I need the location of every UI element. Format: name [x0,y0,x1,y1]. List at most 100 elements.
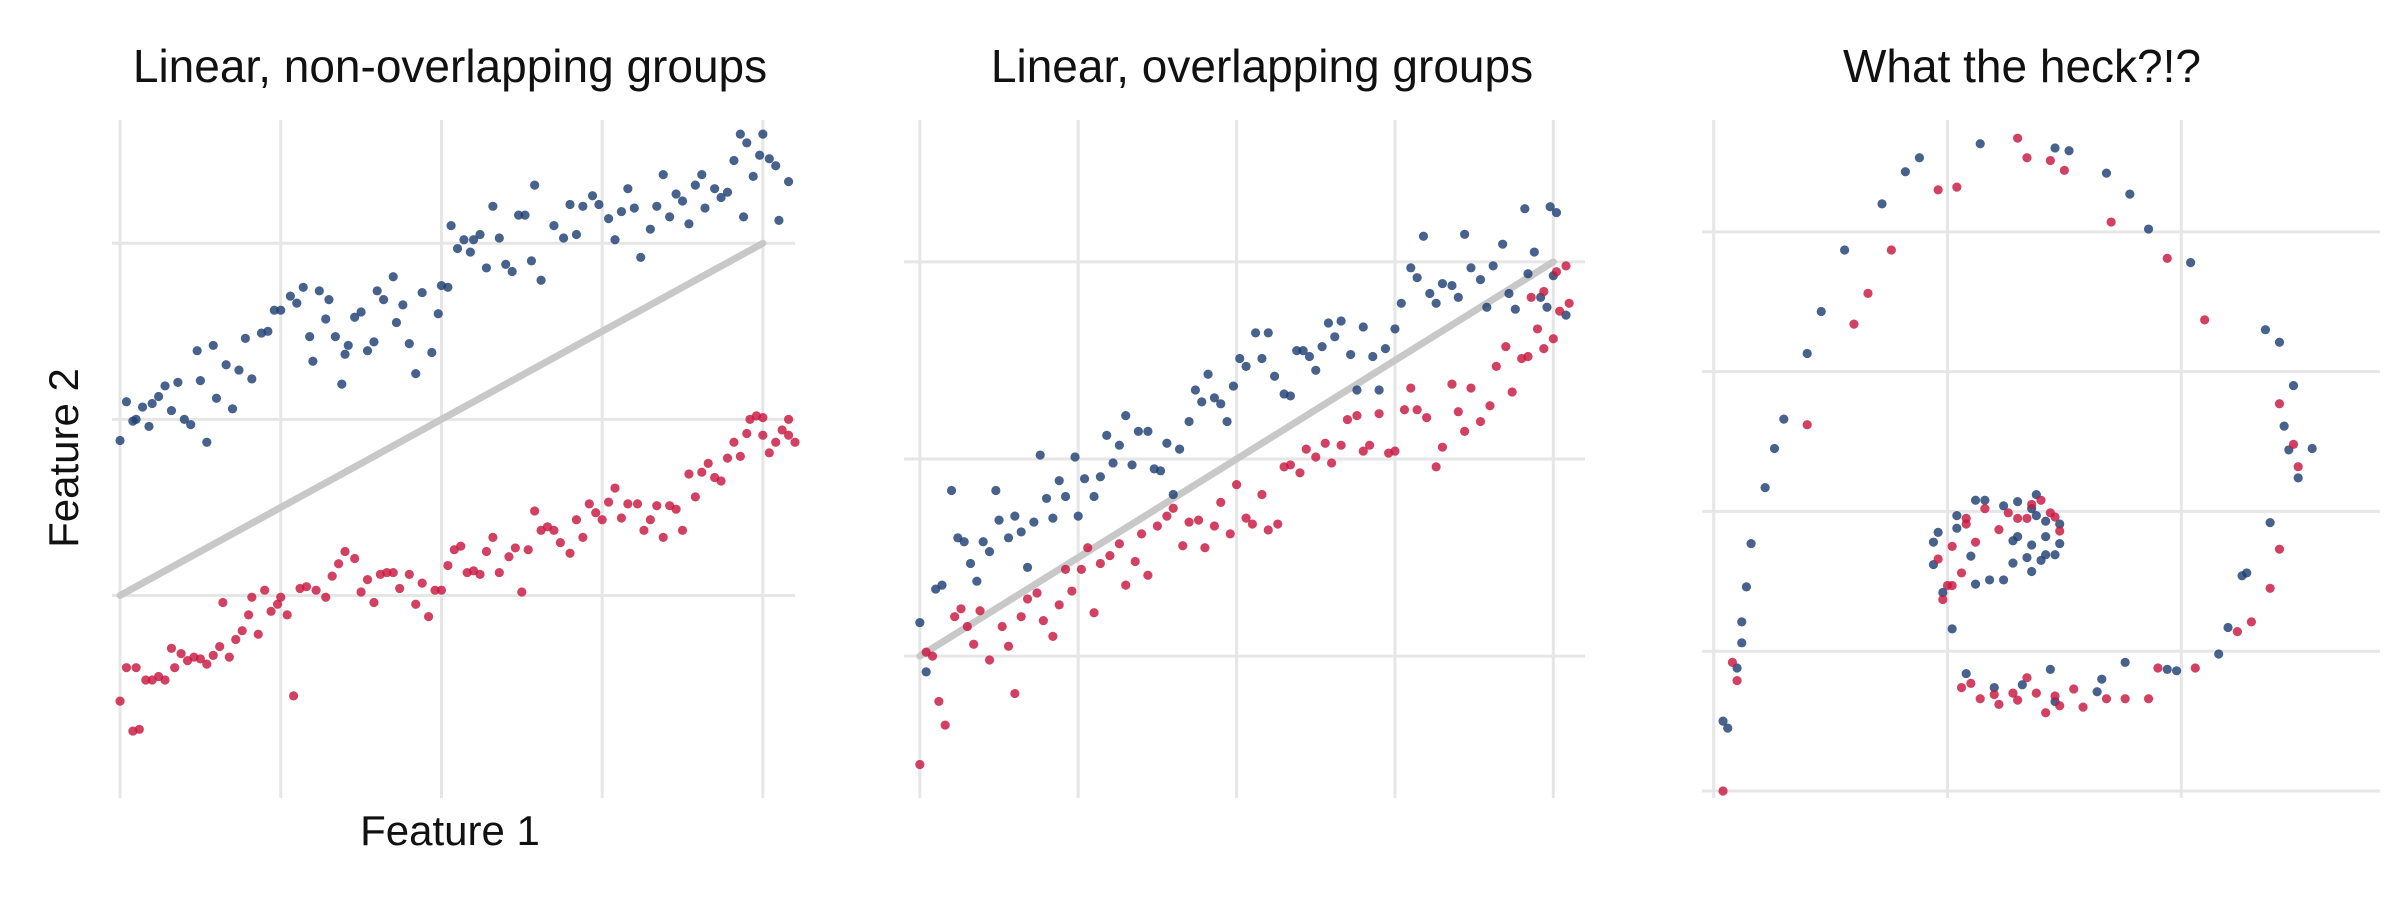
data-point [578,532,588,542]
data-point [1336,316,1346,326]
data-point [1365,440,1375,450]
data-point [790,437,800,447]
data-point [1545,202,1555,212]
data-point [1032,588,1042,598]
panel-2-series-1 [915,202,1571,677]
data-point [1216,497,1226,507]
data-point [652,501,662,511]
data-point [350,553,360,564]
data-point [2162,664,2172,674]
data-point [2008,688,2018,698]
data-point [327,571,337,581]
data-point [305,332,315,342]
data-point [597,515,607,525]
data-point [729,437,739,447]
data-point [1947,580,1957,591]
data-point [1263,328,1273,338]
data-point [231,634,241,645]
data-point [700,203,710,213]
data-point [1374,409,1384,419]
data-point [1054,476,1064,486]
data-point [2078,702,2088,712]
data-point [1193,515,1204,525]
data-point [1168,489,1178,500]
data-point [1526,292,1536,302]
data-point [443,560,453,571]
data-point [501,259,511,270]
data-point [391,317,402,328]
data-point [1216,399,1226,409]
data-point [218,597,228,608]
data-point [1250,328,1261,338]
data-point [2274,544,2285,554]
data-point [1970,537,1981,547]
data-point [1998,501,2009,511]
data-point [260,585,270,595]
data-point [610,483,620,493]
data-point [697,467,707,477]
data-point [1222,416,1232,427]
data-point [2041,531,2051,542]
data-point [1498,239,1508,249]
data-point [1209,393,1220,403]
data-point [758,430,768,440]
data-point [1551,267,1562,277]
data-point [2008,558,2018,568]
data-point [369,337,379,347]
data-point [555,538,565,548]
data-point [2274,337,2285,347]
panel-1: Linear, non-overlapping groups Feature 1… [40,40,800,854]
data-point [2200,315,2210,325]
data-point [131,414,141,424]
data-point [1231,480,1242,490]
data-point [665,212,675,222]
panel-2-decision-line [916,258,1557,660]
data-point [388,567,398,578]
data-point [1510,304,1520,314]
data-point [2069,684,2079,694]
data-point [144,421,154,432]
data-point [1273,519,1283,529]
data-point [481,263,492,273]
data-point [1938,594,1948,605]
data-point [337,379,347,389]
data-point [1235,353,1245,364]
data-point [1802,348,1812,359]
data-point [1263,525,1273,535]
data-point [1311,365,1321,375]
data-point [1121,580,1131,590]
data-point [1285,460,1296,470]
data-point [404,339,414,349]
data-point [2120,694,2130,704]
data-point [1966,551,1976,561]
data-point [1914,153,1925,163]
data-point [513,210,524,220]
data-point [549,525,559,535]
data-point [2097,674,2107,684]
data-point [571,229,582,240]
data-point [517,587,527,597]
data-point [1816,306,1826,317]
data-point [1162,438,1172,448]
data-point [1089,491,1099,502]
data-point [372,286,382,296]
data-point [671,504,681,514]
data-point [1301,444,1311,454]
data-point [1984,575,1995,585]
data-point [1108,458,1118,468]
data-point [1542,302,1552,312]
data-point [1016,612,1026,622]
data-point [1130,556,1140,567]
data-point [1970,495,1981,505]
data-point [2013,497,2023,507]
data-point [1241,513,1251,523]
data-point [969,639,979,649]
data-point [697,169,707,180]
panel-1-plot [112,120,800,798]
data-point [452,243,463,254]
data-point [1453,292,1463,302]
data-point [1989,682,1999,693]
data-point [1727,657,1737,668]
data-point [1555,306,1565,316]
